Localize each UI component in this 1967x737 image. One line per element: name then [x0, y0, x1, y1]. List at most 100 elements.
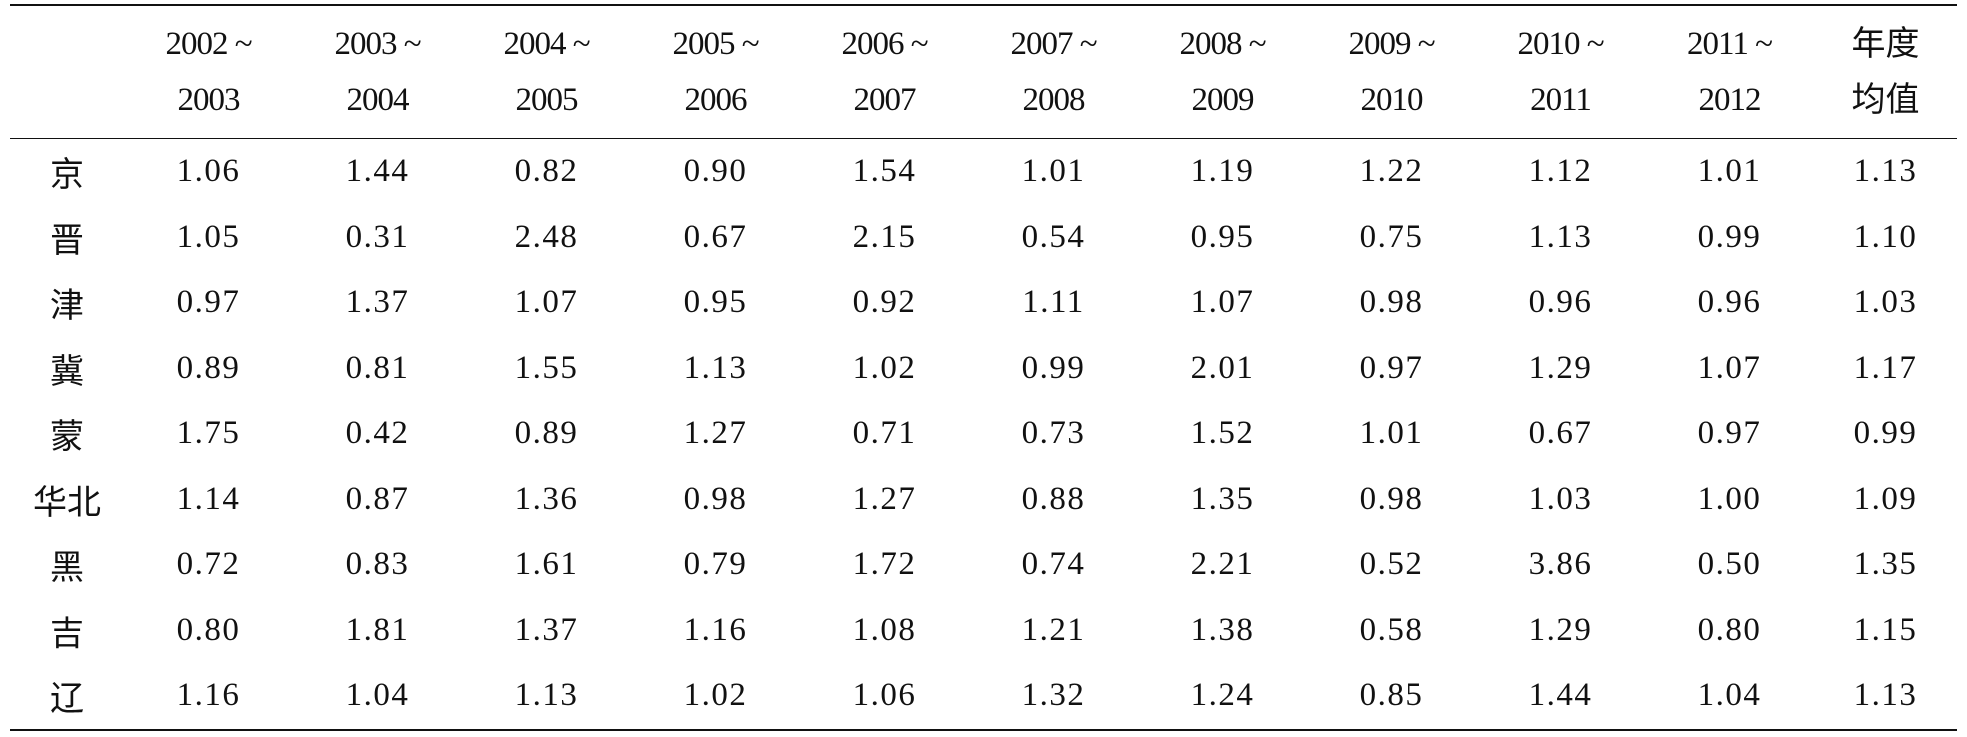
average-value-cell: 1.03	[1853, 284, 1918, 321]
data-table-container: 2002 ~ 2003 2003 ~ 2004 2004 ~ 2005 2005…	[10, 4, 1957, 731]
table-row: 京 1.06 1.44 0.82 0.90 1.54 1.01 1.19 1.22 1.12 1.0…	[10, 139, 1957, 205]
value-cell: 0.98	[1359, 480, 1424, 517]
value-cell: 1.22	[1359, 153, 1424, 190]
value-cell: 1.37	[345, 284, 410, 321]
header-period-cell: 2009 ~ 2010	[1307, 4, 1476, 139]
table-row: 华北 1.14 0.87 1.36 0.98 1.27 0.88 1.35 0.98 1.03 1.…	[10, 467, 1957, 533]
value-cell: 0.75	[1359, 218, 1424, 255]
value-cell: 0.79	[683, 546, 748, 583]
period-start: 2004 ~	[503, 26, 590, 62]
value-cell: 0.74	[1021, 546, 1086, 583]
region-label: 蒙	[50, 417, 84, 458]
period-end: 2003	[177, 82, 241, 118]
value-cell: 0.95	[683, 284, 748, 321]
period-end: 2005	[515, 82, 579, 118]
value-cell: 1.29	[1528, 349, 1593, 386]
value-cell: 0.54	[1021, 218, 1086, 255]
value-cell: 0.92	[852, 284, 917, 321]
value-cell: 1.24	[1138, 663, 1307, 731]
period-start: 2006 ~	[841, 26, 928, 62]
value-cell: 0.98	[683, 480, 748, 517]
header-period-cell: 2011 ~ 2012	[1645, 4, 1814, 139]
value-cell: 0.97	[176, 284, 241, 321]
period-start: 2008 ~	[1179, 26, 1266, 62]
period-end: 2006	[684, 82, 748, 118]
value-cell: 1.27	[852, 480, 917, 517]
value-cell: 1.01	[1697, 153, 1762, 190]
value-cell: 0.99	[1021, 349, 1086, 386]
average-value-cell: 1.13	[1853, 153, 1918, 190]
value-cell: 0.67	[683, 218, 748, 255]
period-start: 2003 ~	[334, 26, 421, 62]
value-cell: 1.29	[1528, 611, 1593, 648]
value-cell: 1.13	[1528, 218, 1593, 255]
region-label: 华北	[33, 482, 101, 523]
header-average-cell: 年度 均值	[1814, 4, 1957, 139]
average-value-cell: 1.17	[1853, 349, 1918, 386]
value-cell: 1.21	[1021, 611, 1086, 648]
period-end: 2007	[853, 82, 917, 118]
header-period-cell: 2003 ~ 2004	[293, 4, 462, 139]
value-cell: 1.01	[1021, 153, 1086, 190]
value-cell: 1.38	[1190, 611, 1255, 648]
average-value-cell: 1.09	[1853, 480, 1918, 517]
value-cell: 0.73	[1021, 415, 1086, 452]
value-cell: 1.32	[969, 663, 1138, 731]
period-end: 2004	[346, 82, 410, 118]
average-value-cell: 0.99	[1853, 415, 1918, 452]
value-cell: 0.42	[345, 415, 410, 452]
value-cell: 0.67	[1528, 415, 1593, 452]
header-row: 2002 ~ 2003 2003 ~ 2004 2004 ~ 2005 2005…	[10, 4, 1957, 139]
value-cell: 2.15	[852, 218, 917, 255]
period-start: 2011 ~	[1687, 26, 1773, 62]
region-label: 吉	[50, 613, 84, 654]
value-cell: 1.05	[176, 218, 241, 255]
header-period-cell: 2004 ~ 2005	[462, 4, 631, 139]
value-cell: 1.35	[1190, 480, 1255, 517]
table-row: 吉 0.80 1.81 1.37 1.16 1.08 1.21 1.38 0.58 1.29 0.8…	[10, 598, 1957, 664]
period-start: 2009 ~	[1348, 26, 1435, 62]
value-cell: 0.52	[1359, 546, 1424, 583]
region-label: 晋	[50, 220, 84, 261]
value-cell: 2.01	[1190, 349, 1255, 386]
period-end: 2010	[1360, 82, 1424, 118]
region-label: 黑	[50, 548, 84, 589]
value-cell: 3.86	[1528, 546, 1593, 583]
average-value-cell: 1.35	[1853, 546, 1918, 583]
value-cell: 1.44	[1476, 663, 1645, 731]
value-cell: 0.98	[1359, 284, 1424, 321]
period-start: 2002 ~	[165, 26, 252, 62]
value-cell: 1.07	[1190, 284, 1255, 321]
period-end: 2008	[1022, 82, 1086, 118]
value-cell: 1.13	[462, 663, 631, 731]
value-cell: 1.04	[293, 663, 462, 731]
value-cell: 0.95	[1190, 218, 1255, 255]
value-cell: 0.85	[1307, 663, 1476, 731]
value-cell: 0.31	[345, 218, 410, 255]
value-cell: 1.75	[176, 415, 241, 452]
period-end: 2012	[1698, 82, 1762, 118]
header-period-cell: 2005 ~ 2006	[631, 4, 800, 139]
value-cell: 2.21	[1190, 546, 1255, 583]
value-cell: 1.04	[1645, 663, 1814, 731]
value-cell: 0.58	[1359, 611, 1424, 648]
value-cell: 1.36	[514, 480, 579, 517]
table-row: 津 0.97 1.37 1.07 0.95 0.92 1.11 1.07 0.98 0.96 0.9…	[10, 270, 1957, 336]
header-corner-cell	[10, 4, 124, 139]
value-cell: 1.02	[631, 663, 800, 731]
value-cell: 1.11	[1022, 284, 1085, 321]
value-cell: 0.72	[176, 546, 241, 583]
value-cell: 1.55	[514, 349, 579, 386]
value-cell: 2.48	[514, 218, 579, 255]
value-cell: 1.52	[1190, 415, 1255, 452]
table-row: 蒙 1.75 0.42 0.89 1.27 0.71 0.73 1.52 1.01 0.67 0.9…	[10, 401, 1957, 467]
table-header: 2002 ~ 2003 2003 ~ 2004 2004 ~ 2005 2005…	[10, 4, 1957, 139]
value-cell: 0.90	[683, 153, 748, 190]
value-cell: 1.13	[683, 349, 748, 386]
value-cell: 0.71	[852, 415, 917, 452]
table-row: 晋 1.05 0.31 2.48 0.67 2.15 0.54 0.95 0.75 1.13 0.9…	[10, 205, 1957, 271]
region-label: 津	[50, 286, 84, 327]
value-cell: 0.96	[1697, 284, 1762, 321]
region-label: 辽	[10, 663, 124, 731]
value-cell: 1.02	[852, 349, 917, 386]
